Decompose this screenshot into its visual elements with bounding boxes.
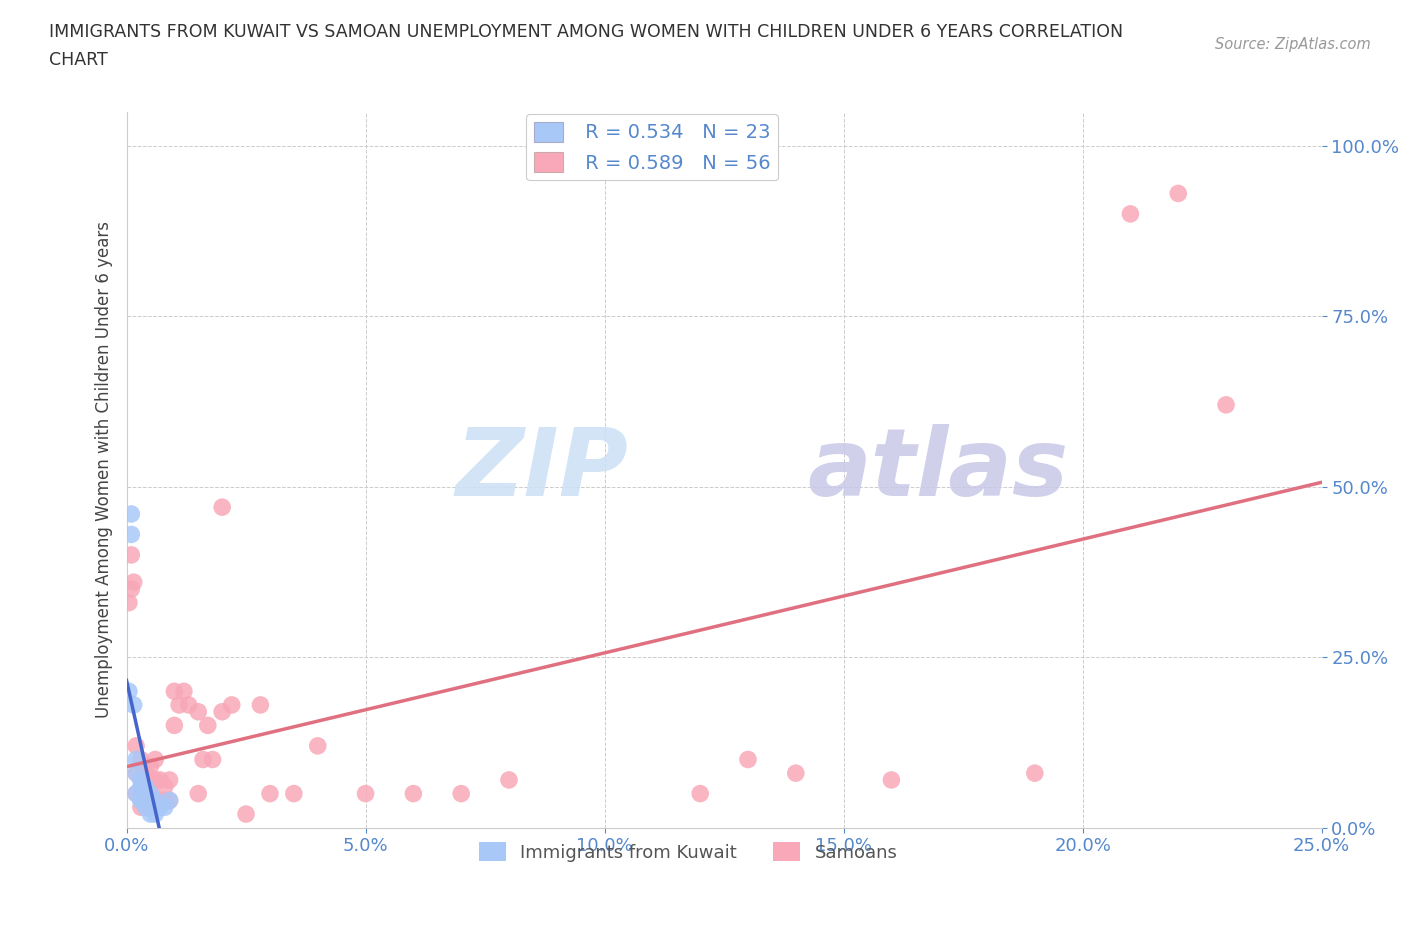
Point: [785, 765, 807, 780]
Point: [125, 765, 148, 780]
Point: [163, 684, 186, 698]
Point: [129, 800, 152, 815]
Point: [135, 800, 157, 815]
Point: [197, 718, 219, 733]
Point: [135, 779, 157, 794]
Point: [283, 786, 305, 801]
Point: [118, 595, 141, 610]
Point: [354, 786, 377, 801]
Point: [135, 765, 157, 780]
Point: [153, 793, 176, 808]
Point: [143, 793, 166, 808]
Point: [221, 698, 243, 712]
Point: [129, 786, 152, 801]
Point: [122, 575, 145, 590]
Text: Source: ZipAtlas.com: Source: ZipAtlas.com: [1215, 37, 1371, 52]
Point: [120, 527, 142, 542]
Point: [139, 806, 162, 821]
Point: [139, 800, 162, 815]
Point: [129, 793, 152, 808]
Point: [259, 786, 281, 801]
Point: [211, 704, 233, 719]
Point: [450, 786, 472, 801]
Point: [125, 786, 148, 801]
Point: [249, 698, 271, 712]
Point: [153, 800, 176, 815]
Point: [143, 806, 166, 821]
Point: [125, 738, 148, 753]
Point: [125, 752, 148, 767]
Point: [201, 752, 224, 767]
Point: [187, 786, 209, 801]
Point: [1167, 186, 1189, 201]
Point: [125, 765, 148, 780]
Point: [187, 704, 209, 719]
Point: [125, 786, 148, 801]
Point: [135, 800, 157, 815]
Point: [139, 759, 162, 774]
Point: [139, 786, 162, 801]
Text: IMMIGRANTS FROM KUWAIT VS SAMOAN UNEMPLOYMENT AMONG WOMEN WITH CHILDREN UNDER 6 : IMMIGRANTS FROM KUWAIT VS SAMOAN UNEMPLO…: [49, 23, 1123, 41]
Point: [135, 786, 157, 801]
Point: [120, 548, 142, 563]
Legend: Immigrants from Kuwait, Samoans: Immigrants from Kuwait, Samoans: [471, 835, 905, 869]
Point: [159, 793, 181, 808]
Point: [235, 806, 257, 821]
Point: [159, 793, 181, 808]
Point: [129, 779, 152, 794]
Point: [1215, 397, 1237, 412]
Point: [191, 752, 214, 767]
Point: [402, 786, 425, 801]
Point: [153, 779, 176, 794]
Point: [163, 718, 186, 733]
Point: [118, 684, 141, 698]
Point: [122, 698, 145, 712]
Point: [129, 773, 152, 788]
Point: [135, 793, 157, 808]
Point: [1024, 765, 1046, 780]
Point: [307, 738, 329, 753]
Point: [143, 773, 166, 788]
Point: [139, 786, 162, 801]
Point: [737, 752, 759, 767]
Point: [1119, 206, 1142, 221]
Point: [120, 507, 142, 522]
Point: [149, 800, 172, 815]
Text: CHART: CHART: [49, 51, 108, 69]
Point: [149, 773, 172, 788]
Point: [211, 499, 233, 514]
Point: [129, 793, 152, 808]
Point: [880, 773, 903, 788]
Point: [498, 773, 520, 788]
Point: [139, 800, 162, 815]
Point: [129, 752, 152, 767]
Point: [143, 793, 166, 808]
Text: atlas: atlas: [807, 424, 1069, 515]
Point: [177, 698, 200, 712]
Point: [120, 581, 142, 596]
Y-axis label: Unemployment Among Women with Children Under 6 years: Unemployment Among Women with Children U…: [94, 221, 112, 718]
Point: [167, 698, 190, 712]
Point: [129, 773, 152, 788]
Point: [173, 684, 195, 698]
Point: [689, 786, 711, 801]
Point: [143, 752, 166, 767]
Point: [149, 793, 172, 808]
Text: ZIP: ZIP: [456, 424, 628, 515]
Point: [135, 786, 157, 801]
Point: [159, 773, 181, 788]
